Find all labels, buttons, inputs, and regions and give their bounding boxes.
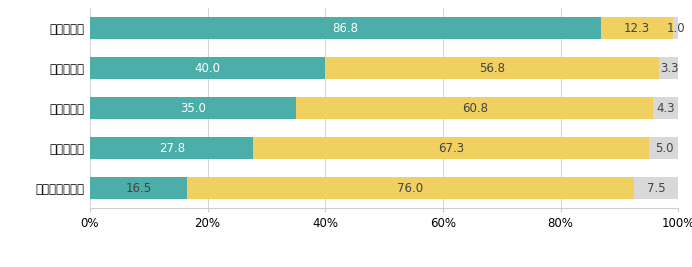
Bar (90, 17, 601, 39)
Bar (634, 177, 678, 199)
Bar (673, 17, 679, 39)
Text: 5.0: 5.0 (655, 142, 673, 155)
Bar (649, 137, 679, 159)
Text: 16.5: 16.5 (125, 182, 152, 195)
Bar (253, 137, 649, 159)
Bar (659, 57, 679, 79)
Text: 56.8: 56.8 (480, 62, 505, 74)
Text: 27.8: 27.8 (158, 142, 185, 155)
Text: 4.3: 4.3 (657, 102, 675, 115)
Text: 60.8: 60.8 (462, 102, 488, 115)
Text: 12.3: 12.3 (623, 22, 650, 35)
Bar (325, 57, 659, 79)
Bar (90, 97, 295, 119)
Text: 67.3: 67.3 (438, 142, 464, 155)
Bar (90, 57, 325, 79)
Text: 40.0: 40.0 (194, 62, 221, 74)
Text: 7.5: 7.5 (647, 182, 666, 195)
Text: 1.0: 1.0 (666, 22, 685, 35)
Bar (90, 177, 187, 199)
Text: 76.0: 76.0 (397, 182, 424, 195)
Bar (653, 97, 679, 119)
Bar (187, 177, 634, 199)
Text: 86.8: 86.8 (332, 22, 358, 35)
Text: 35.0: 35.0 (180, 102, 206, 115)
Text: 3.3: 3.3 (659, 62, 678, 74)
Bar (90, 137, 253, 159)
Bar (295, 97, 653, 119)
Bar (601, 17, 673, 39)
